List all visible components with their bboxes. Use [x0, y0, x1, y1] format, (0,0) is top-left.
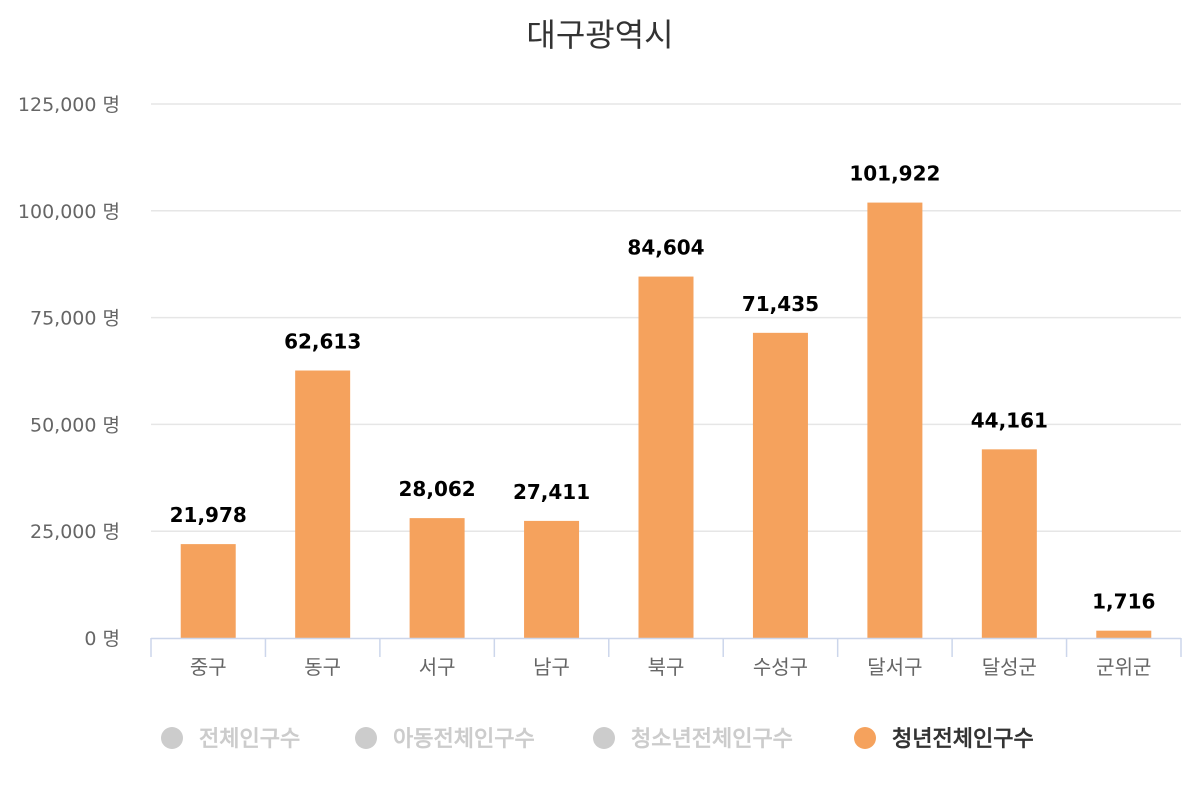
bar[interactable] — [867, 202, 923, 638]
x-tick-label: 서구 — [419, 655, 456, 679]
y-tick-label: 0 명 — [84, 628, 120, 650]
data-label: 62,613 — [284, 330, 361, 354]
x-tick-label: 중구 — [190, 655, 227, 679]
legend-marker-icon — [355, 727, 377, 749]
bar[interactable] — [981, 449, 1037, 638]
x-tick-label: 북구 — [648, 655, 685, 679]
legend-label: 아동전체인구수 — [393, 727, 535, 752]
legend-label: 전체인구수 — [199, 727, 300, 752]
x-tick-label: 군위군 — [1096, 655, 1151, 679]
bars — [180, 202, 1152, 638]
y-tick-label: 75,000 명 — [30, 308, 120, 330]
data-label: 101,922 — [849, 162, 940, 186]
bar[interactable] — [638, 276, 694, 638]
legend-item[interactable]: 청년전체인구수 — [854, 727, 1034, 752]
y-tick-label: 50,000 명 — [30, 414, 120, 436]
data-label: 27,411 — [513, 480, 590, 504]
y-axis-labels: 0 명 25,000 명 50,000 명 75,000 명 100,000 명 125,… — [18, 94, 120, 650]
bar[interactable] — [409, 518, 465, 638]
x-tick-label: 달성군 — [982, 655, 1037, 679]
x-tick-label: 달서구 — [867, 655, 922, 679]
x-axis-labels: 중구 동구 서구 남구 북구 수성구 달서구 달성군 군위군 — [190, 655, 1152, 679]
chart-title: 대구광역시 — [526, 16, 673, 54]
data-label: 21,978 — [170, 503, 247, 527]
legend-item[interactable]: 전체인구수 — [161, 727, 300, 752]
y-tick-label: 100,000 명 — [18, 201, 120, 223]
x-tick-label: 동구 — [304, 655, 341, 679]
x-tick-label: 남구 — [533, 655, 570, 679]
bar[interactable] — [524, 520, 580, 638]
data-label: 1,716 — [1092, 590, 1155, 614]
data-label: 28,062 — [399, 477, 476, 501]
x-axis — [150, 637, 1182, 657]
x-tick-label: 수성구 — [753, 655, 808, 679]
data-label: 84,604 — [627, 236, 704, 260]
legend-item[interactable]: 아동전체인구수 — [355, 727, 535, 752]
legend-label: 청소년전체인구수 — [631, 727, 793, 752]
bar[interactable] — [1096, 630, 1152, 638]
data-label: 44,161 — [971, 408, 1048, 432]
data-labels: 21,978 62,613 28,062 27,411 84,604 71,435 101,… — [170, 162, 1156, 614]
y-tick-label: 25,000 명 — [30, 521, 120, 543]
legend-marker-icon — [854, 727, 876, 749]
legend-marker-icon — [593, 727, 615, 749]
bar[interactable] — [752, 332, 808, 638]
legend-label: 청년전체인구수 — [892, 727, 1034, 752]
legend-item[interactable]: 청소년전체인구수 — [593, 727, 793, 752]
data-label: 71,435 — [742, 292, 819, 316]
bar[interactable] — [180, 544, 236, 638]
legend: 전체인구수 아동전체인구수 청소년전체인구수 청년전체인구수 — [161, 727, 1034, 752]
legend-marker-icon — [161, 727, 183, 749]
y-tick-label: 125,000 명 — [18, 94, 120, 116]
bar[interactable] — [295, 370, 351, 638]
